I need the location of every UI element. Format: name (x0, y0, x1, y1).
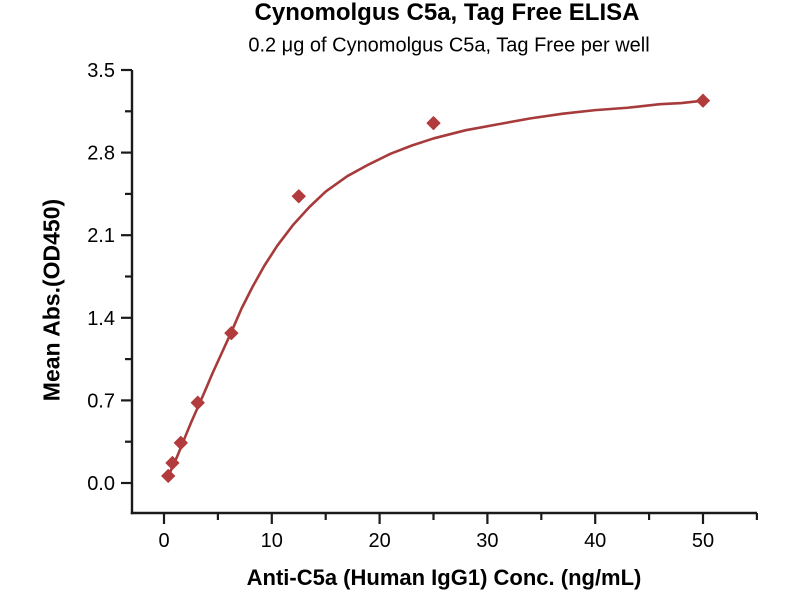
data-point-diamond (696, 93, 710, 108)
data-point-diamond (291, 189, 306, 204)
chart-title: Cynomolgus C5a, Tag Free ELISA (254, 0, 640, 26)
chart-subtitle: 0.2 μg of Cynomolgus C5a, Tag Free per w… (248, 34, 650, 57)
x-tick-label: 40 (584, 530, 606, 552)
y-tick-label: 0.0 (87, 473, 115, 495)
x-axis-label: Anti-C5a (Human IgG1) Conc. (ng/mL) (246, 565, 642, 590)
x-tick-label: 10 (261, 530, 283, 552)
x-tick-label: 20 (368, 530, 390, 552)
data-point-diamond (224, 326, 239, 341)
y-tick-label: 1.4 (87, 308, 115, 330)
y-tick-label: 3.5 (87, 60, 115, 82)
x-tick-label: 0 (158, 530, 169, 552)
data-point-diamond (173, 435, 188, 450)
x-tick-label: 30 (476, 530, 498, 552)
fit-curve (166, 99, 705, 479)
x-tick-label: 50 (692, 530, 714, 552)
data-point-diamond (165, 455, 180, 470)
y-tick-label: 0.7 (87, 390, 115, 412)
y-tick-label: 2.1 (87, 225, 115, 247)
data-point-diamond (161, 468, 176, 483)
data-point-diamond (426, 116, 441, 131)
data-point-diamond (190, 395, 205, 410)
y-tick-label: 2.8 (87, 143, 115, 165)
